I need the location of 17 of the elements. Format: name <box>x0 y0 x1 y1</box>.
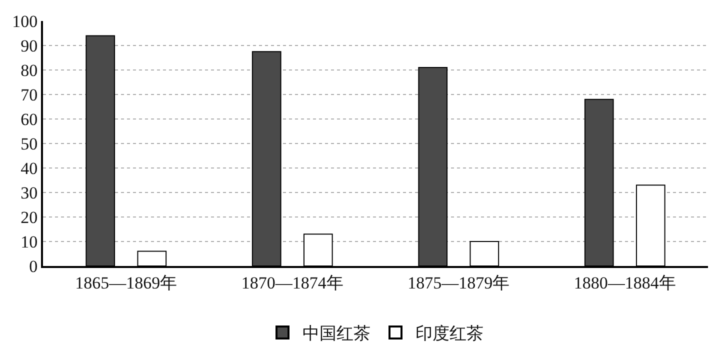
y-tick-label: 100 <box>12 12 38 31</box>
y-tick-label: 10 <box>20 232 38 252</box>
y-tick-label: 90 <box>20 36 38 56</box>
x-tick-label: 1880—1884年 <box>574 273 676 292</box>
y-tick-label: 80 <box>20 60 38 80</box>
y-tick-label: 50 <box>20 134 38 154</box>
legend-label: 印度红茶 <box>416 324 484 344</box>
x-tick-label: 1875—1879年 <box>408 273 510 292</box>
y-tick-label: 0 <box>29 256 38 276</box>
y-tick-label: 30 <box>20 183 38 202</box>
y-tick-label: 60 <box>20 110 38 129</box>
y-tick-label: 40 <box>20 158 38 178</box>
x-tick-label: 1870—1874年 <box>241 273 344 292</box>
y-tick-label: 70 <box>20 85 38 104</box>
x-tick-label: 1865—1869年 <box>75 273 178 292</box>
legend-label: 中国红茶 <box>302 324 370 344</box>
y-tick-label: 20 <box>20 208 38 227</box>
